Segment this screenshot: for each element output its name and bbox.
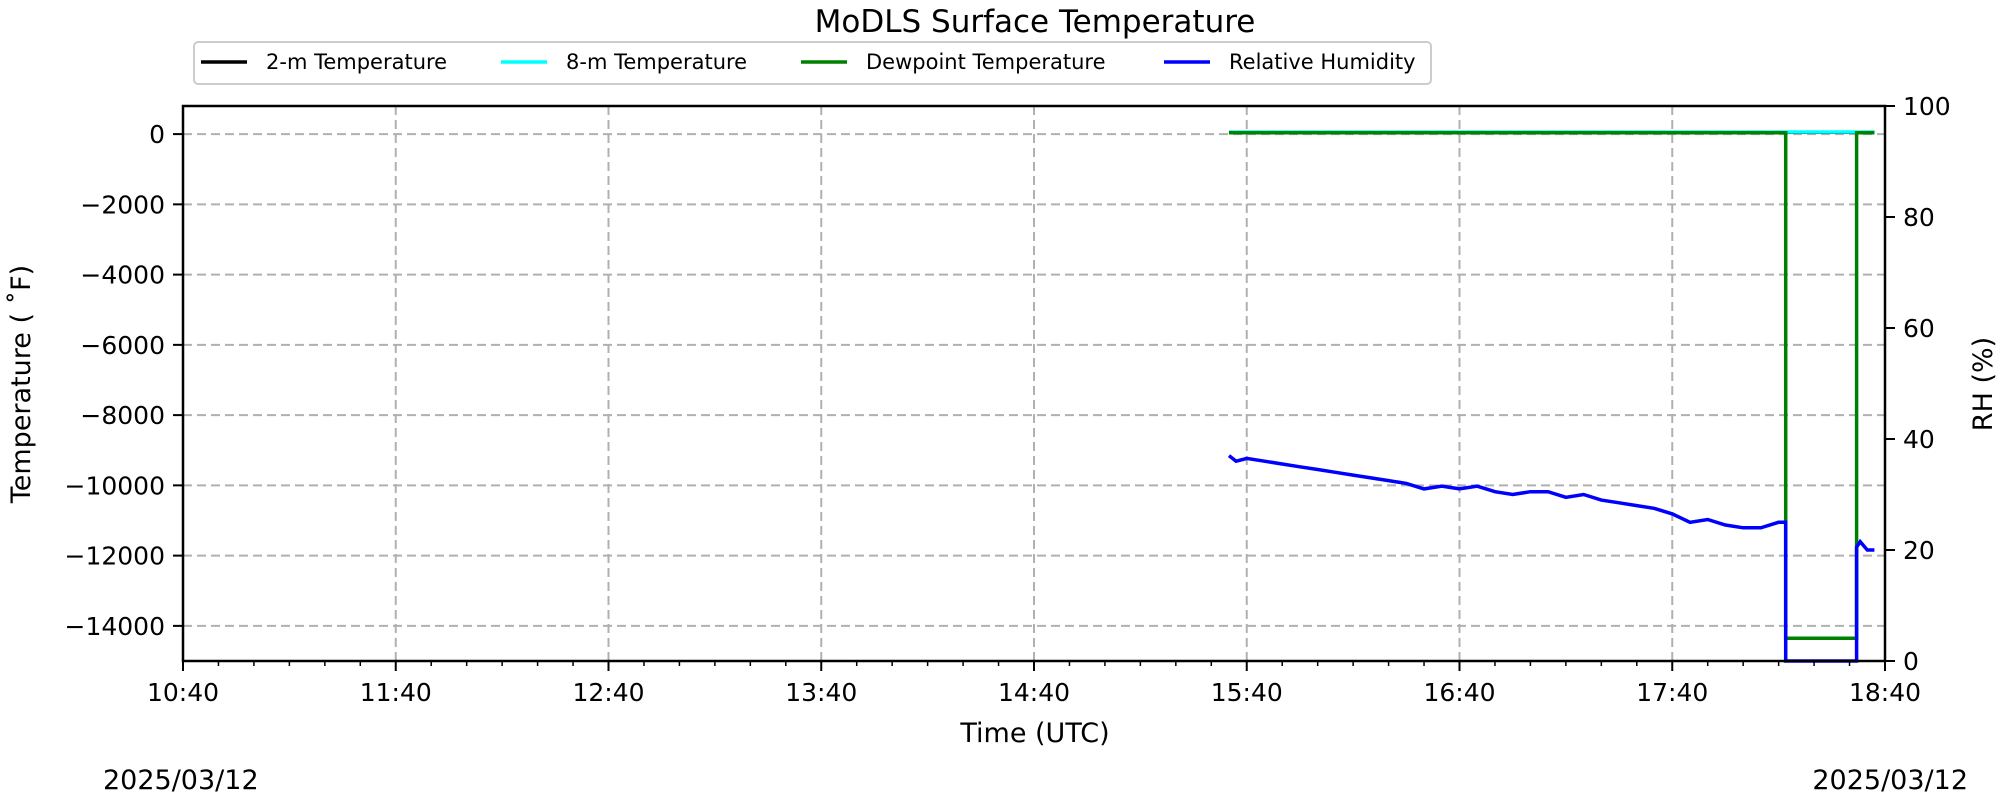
y2-tick-label: 60 [1903, 314, 1935, 343]
date-right: 2025/03/12 [1812, 765, 1968, 796]
x-tick-label: 13:40 [785, 678, 857, 707]
x-tick-label: 11:40 [360, 678, 432, 707]
y2-axis-title: RH (%) [1968, 337, 1999, 431]
legend-label: 2-m Temperature [266, 50, 447, 74]
y2-tick-label: 80 [1903, 203, 1935, 232]
y2-tick-label: 40 [1903, 425, 1935, 454]
series-relative-humidity [1227, 454, 1875, 663]
x-axis: 10:40 11:40 12:40 13:40 14:40 15:40 16:40 17:40… [147, 661, 1921, 707]
y-tick-label: −14000 [65, 612, 165, 641]
x-tick-label: 14:40 [998, 678, 1070, 707]
y-axis-title: Temperature ( ˚F) [6, 265, 37, 504]
x-tick-label: 10:40 [147, 678, 219, 707]
x-axis-title: Time (UTC) [959, 718, 1109, 749]
y-axis-right: 0 20 40 60 80 100 [1885, 92, 1951, 676]
legend-label: Relative Humidity [1229, 50, 1416, 74]
y-axis-left: 0 −2000 −4000 −6000 −8000 −10000 −12000 −14000 [65, 120, 183, 641]
grid-lines [183, 106, 1885, 661]
x-tick-label: 16:40 [1423, 678, 1495, 707]
y2-tick-label: 0 [1903, 647, 1919, 676]
x-tick-label: 12:40 [572, 678, 644, 707]
x-tick-label: 18:40 [1849, 678, 1921, 707]
y2-tick-label: 20 [1903, 536, 1935, 565]
x-tick-label: 15:40 [1211, 678, 1283, 707]
y2-tick-label: 100 [1903, 92, 1951, 121]
y-tick-label: −10000 [65, 471, 165, 500]
plot-frame [181, 104, 1887, 663]
legend-label: Dewpoint Temperature [866, 50, 1106, 74]
legend-label: 8-m Temperature [566, 50, 747, 74]
y-tick-label: 0 [149, 120, 165, 149]
y-tick-label: −4000 [80, 261, 165, 290]
series-dewpoint-temperature [1229, 130, 1875, 640]
x-tick-label: 17:40 [1636, 678, 1708, 707]
y-tick-label: −12000 [65, 542, 165, 571]
y-tick-label: −8000 [80, 401, 165, 430]
y-tick-label: −6000 [80, 331, 165, 360]
legend: 2-m Temperature 8-m Temperature Dewpoint T… [193, 41, 1432, 85]
date-left: 2025/03/12 [103, 765, 259, 796]
y-tick-label: −2000 [80, 190, 165, 219]
series-layer [1227, 130, 1875, 663]
chart-title: MoDLS Surface Temperature [815, 4, 1256, 40]
